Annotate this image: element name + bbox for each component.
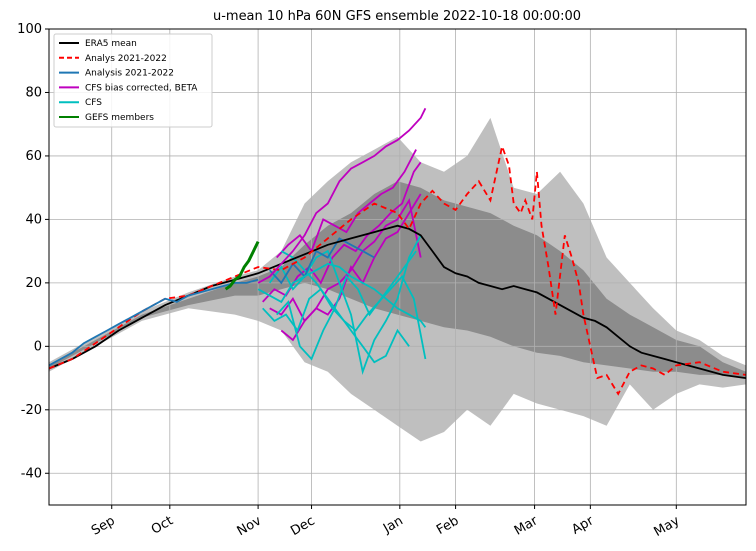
legend: ERA5 mean Analys 2021-2022 Analysis 2021-2…	[53, 33, 213, 128]
x-tick-label: Nov	[235, 513, 265, 539]
y-tick-label: 20	[25, 276, 42, 291]
legend-entry: CFS	[85, 98, 102, 108]
x-tick-label: Oct	[149, 513, 176, 537]
legend-entry: Analys 2021-2022	[85, 54, 167, 64]
y-tick-label: 60	[25, 149, 42, 164]
member-line-1	[269, 197, 422, 323]
member-line-2	[276, 149, 417, 259]
series-line-2	[49, 278, 259, 367]
member-line-5	[268, 234, 422, 375]
member-line-7	[280, 250, 410, 364]
x-tick-label: Mar	[512, 513, 541, 539]
legend-entry: GEFS members	[85, 113, 154, 123]
band-1	[49, 181, 746, 379]
legend-entry: ERA5 mean	[85, 39, 137, 49]
y-tick-label: 0	[34, 339, 42, 354]
y-tick-label: 100	[17, 22, 42, 37]
x-tick-label: Jan	[380, 513, 406, 537]
x-tick-label: May	[652, 513, 683, 540]
x-tick-label: Dec	[288, 513, 317, 539]
chart-title: u-mean 10 hPa 60N GFS ensemble 2022-10-1…	[213, 9, 581, 24]
x-tick-label: Apr	[569, 513, 597, 538]
y-tick-label: 80	[25, 85, 42, 100]
legend-entry: CFS bias corrected, BETA	[85, 83, 198, 93]
member-line-8	[269, 237, 375, 285]
y-tick-label: -20	[21, 403, 42, 418]
y-tick-label: 40	[25, 212, 42, 227]
member-line-6	[276, 250, 417, 361]
series-line-3	[257, 107, 427, 284]
plot-area: -40 -20 0 20 40 60 80 100 Sep Oct Nov Dec Jan Feb Mar A…	[17, 22, 747, 540]
series-line-5	[224, 240, 260, 291]
x-tick-label: Sep	[89, 513, 118, 538]
series-line-4	[257, 262, 427, 328]
y-tick-label: -40	[21, 466, 42, 481]
axes-frame	[48, 28, 747, 506]
x-tick-label: Feb	[434, 513, 461, 538]
plot-content	[49, 29, 746, 505]
member-line-3	[280, 193, 422, 342]
legend-box	[53, 33, 213, 128]
legend-entry: Analysis 2021-2022	[85, 69, 174, 79]
